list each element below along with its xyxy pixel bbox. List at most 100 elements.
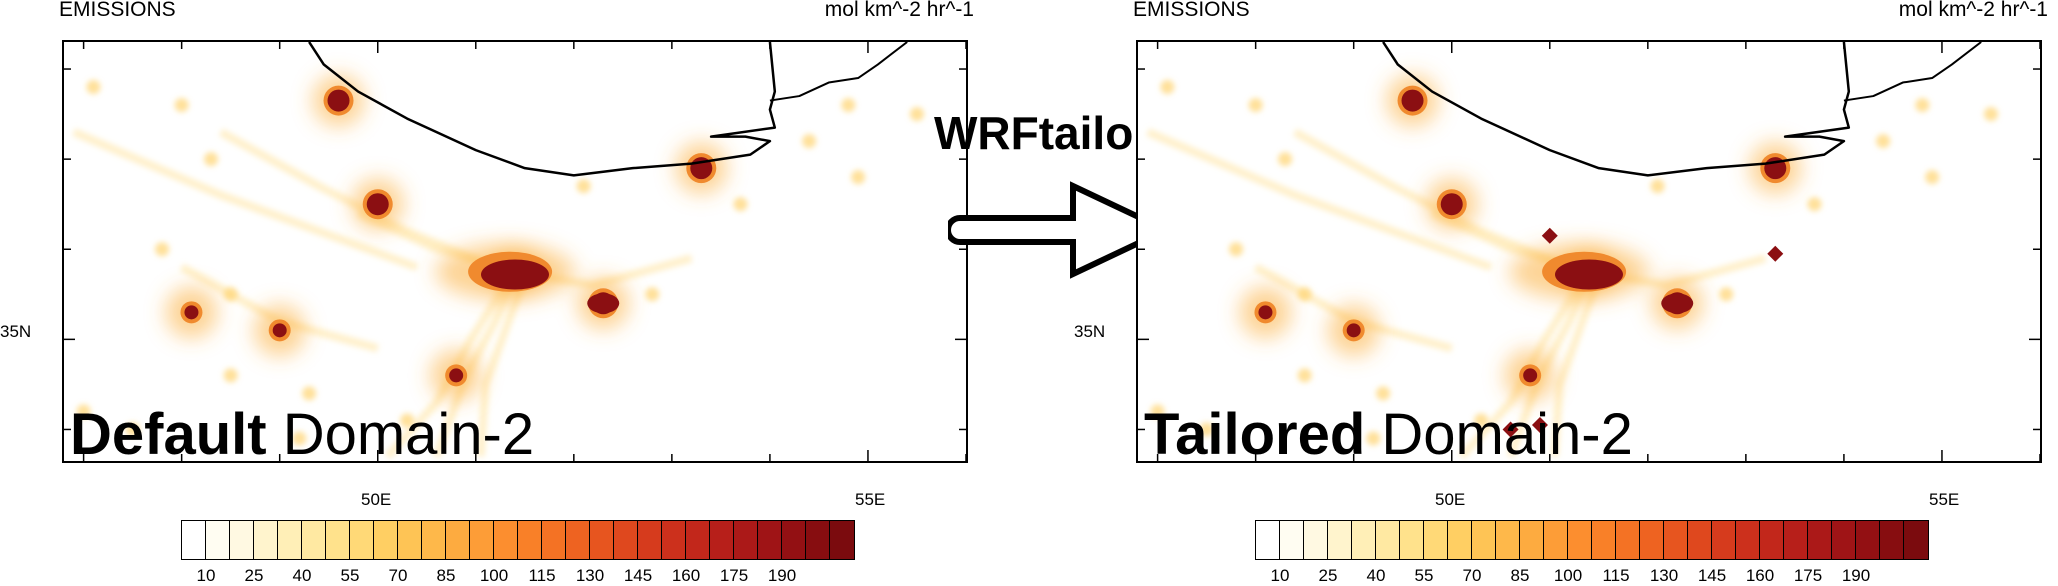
colorbar-label: 100 — [479, 566, 509, 585]
panel-label: Default Domain-2 — [70, 402, 535, 463]
colorbar-swatch — [494, 521, 518, 559]
panel-title: EMISSIONS — [1133, 0, 1250, 21]
colorbar-swatch — [1640, 521, 1664, 559]
colorbar-swatch — [1328, 521, 1352, 559]
colorbar-swatch — [374, 521, 398, 559]
colorbar-swatch — [686, 521, 710, 559]
colorbar-swatch — [1448, 521, 1472, 559]
colorbar-label: 115 — [1602, 566, 1630, 585]
panel-label-rest: Domain-2 — [266, 402, 535, 463]
colorbar-swatch — [350, 521, 374, 559]
colorbar-label: 130 — [575, 566, 605, 585]
lat-tick-label: 35N — [1074, 322, 1106, 341]
colorbar-swatch — [734, 521, 758, 559]
colorbar-swatch — [782, 521, 806, 559]
arrow-icon — [948, 181, 1170, 279]
colorbar-swatch — [1424, 521, 1448, 559]
colorbar-label: 145 — [623, 566, 653, 585]
colorbar-swatch — [1880, 521, 1904, 559]
colorbar-swatch — [1472, 521, 1496, 559]
colorbar-label: 160 — [671, 566, 701, 585]
colorbar-swatch — [1760, 521, 1784, 559]
colorbar-swatch — [590, 521, 614, 559]
colorbar-swatch — [1376, 521, 1400, 559]
lon-tick-label: 50E — [361, 490, 392, 509]
colorbar-swatch — [1496, 521, 1520, 559]
colorbar-swatch — [1256, 521, 1280, 559]
colorbar-swatch — [758, 521, 782, 559]
colorbar-label: 25 — [1318, 566, 1338, 585]
colorbar-swatch — [1688, 521, 1712, 559]
units-label: mol km^-2 hr^-1 — [1898, 0, 2048, 21]
colorbar-label: 190 — [1841, 566, 1871, 585]
lon-tick-label: 55E — [1929, 490, 1960, 509]
colorbar-swatch — [446, 521, 470, 559]
colorbar-swatch — [830, 521, 854, 559]
colorbar-label: 100 — [1553, 566, 1583, 585]
colorbar-label: 115 — [528, 566, 556, 585]
colorbar-swatch — [1856, 521, 1880, 559]
colorbar-label: 55 — [340, 566, 360, 585]
map-panel-tailored: EMISSIONS mol km^-2 hr^-1 Tailored Domai… — [1074, 0, 2058, 586]
panel-label-bold: Tailored — [1144, 402, 1366, 463]
colorbar-label: 85 — [436, 566, 456, 585]
colorbar-swatch — [326, 521, 350, 559]
colorbar-swatch — [278, 521, 302, 559]
colorbar-swatch — [638, 521, 662, 559]
colorbar-swatch — [1736, 521, 1760, 559]
colorbar-swatch — [1904, 521, 1928, 559]
lat-tick-label: 35N — [0, 322, 32, 341]
colorbar-label: 85 — [1510, 566, 1530, 585]
colorbar-label: 25 — [244, 566, 264, 585]
colorbar-swatch — [470, 521, 494, 559]
colorbar-swatch — [662, 521, 686, 559]
map-plot: Tailored Domain-2 — [1136, 40, 2042, 463]
colorbar-label: 10 — [196, 566, 216, 585]
colorbar-swatch — [422, 521, 446, 559]
panel-label: Tailored Domain-2 — [1144, 402, 1633, 463]
colorbar-swatch — [1664, 521, 1688, 559]
colorbar-label: 40 — [1366, 566, 1386, 585]
colorbar-swatch — [1544, 521, 1568, 559]
panel-label-bold: Default — [70, 402, 267, 463]
map-plot: Default Domain-2 — [62, 40, 968, 463]
colorbar-swatch — [806, 521, 830, 559]
colorbar-swatch — [182, 521, 206, 559]
colorbar-swatch — [1712, 521, 1736, 559]
colorbar-swatch — [1400, 521, 1424, 559]
colorbar-label: 55 — [1414, 566, 1434, 585]
colorbar-label: 190 — [767, 566, 797, 585]
arrow-label: WRFtailor — [934, 107, 1152, 159]
lon-tick-label: 55E — [855, 490, 886, 509]
colorbar-label: 145 — [1697, 566, 1727, 585]
colorbar-swatch — [1784, 521, 1808, 559]
colorbar — [181, 520, 855, 560]
colorbar-swatch — [542, 521, 566, 559]
colorbar-swatch — [1616, 521, 1640, 559]
colorbar-label: 70 — [388, 566, 408, 585]
colorbar-swatch — [398, 521, 422, 559]
lon-tick-label: 50E — [1435, 490, 1466, 509]
colorbar-swatch — [230, 521, 254, 559]
panel-label-rest: Domain-2 — [1365, 402, 1633, 463]
colorbar-swatch — [1280, 521, 1304, 559]
colorbar-swatch — [206, 521, 230, 559]
colorbar — [1255, 520, 1929, 560]
colorbar-swatch — [614, 521, 638, 559]
colorbar-label: 175 — [719, 566, 749, 585]
colorbar-label: 70 — [1462, 566, 1482, 585]
colorbar-swatch — [1352, 521, 1376, 559]
colorbar-swatch — [1304, 521, 1328, 559]
colorbar-swatch — [710, 521, 734, 559]
colorbar-swatch — [1592, 521, 1616, 559]
colorbar-swatch — [254, 521, 278, 559]
colorbar-swatch — [1832, 521, 1856, 559]
colorbar-swatch — [566, 521, 590, 559]
units-label: mol km^-2 hr^-1 — [824, 0, 974, 21]
colorbar-swatch — [518, 521, 542, 559]
transform-arrow: WRFtailor — [934, 108, 1170, 288]
colorbar-swatch — [1520, 521, 1544, 559]
colorbar-label: 40 — [292, 566, 312, 585]
colorbar-label: 160 — [1745, 566, 1775, 585]
colorbar-label: 130 — [1649, 566, 1679, 585]
